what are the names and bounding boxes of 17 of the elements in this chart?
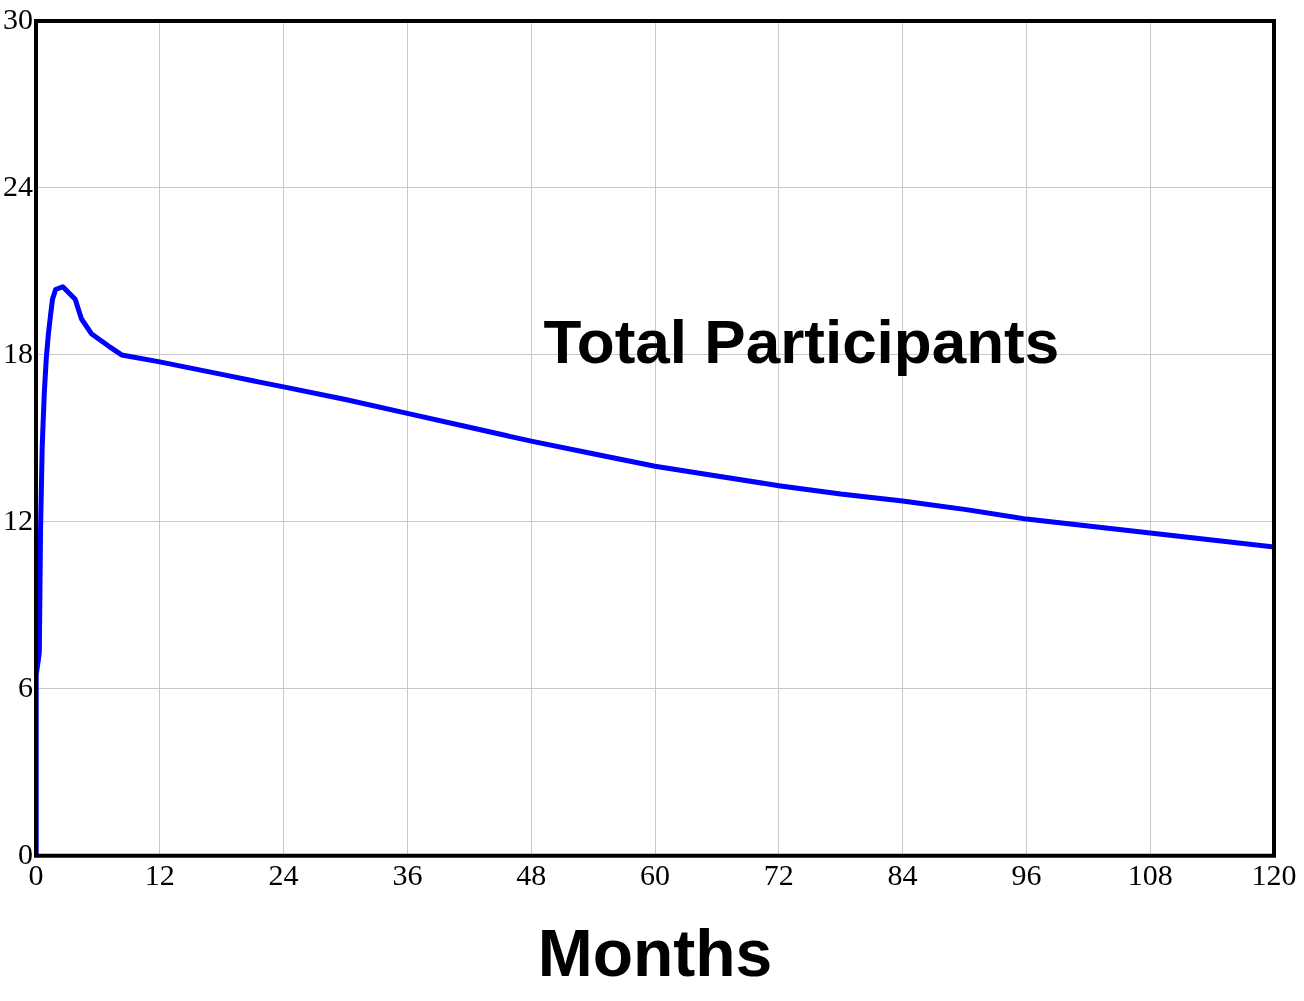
x-tick-label: 84 [887,857,918,891]
x-tick-label: 48 [516,857,547,891]
y-tick-label: 24 [3,168,33,202]
y-tick-label: 30 [3,1,33,35]
x-tick-label: 12 [144,857,175,891]
series-label: Total Participants [543,307,1060,377]
x-axis-title: Months [537,915,773,990]
x-tick-label: 24 [268,857,299,891]
x-tick-label: 60 [640,857,670,891]
y-tick-label: 6 [18,669,33,703]
y-tick-label: 12 [3,502,33,536]
x-tick-label: 72 [763,857,794,891]
x-tick-label: 96 [1011,857,1042,891]
y-tick-label: 18 [3,335,33,369]
x-tick-label: 120 [1251,857,1297,891]
x-tick-label: 108 [1127,857,1173,891]
x-tick-label: 36 [392,857,423,891]
